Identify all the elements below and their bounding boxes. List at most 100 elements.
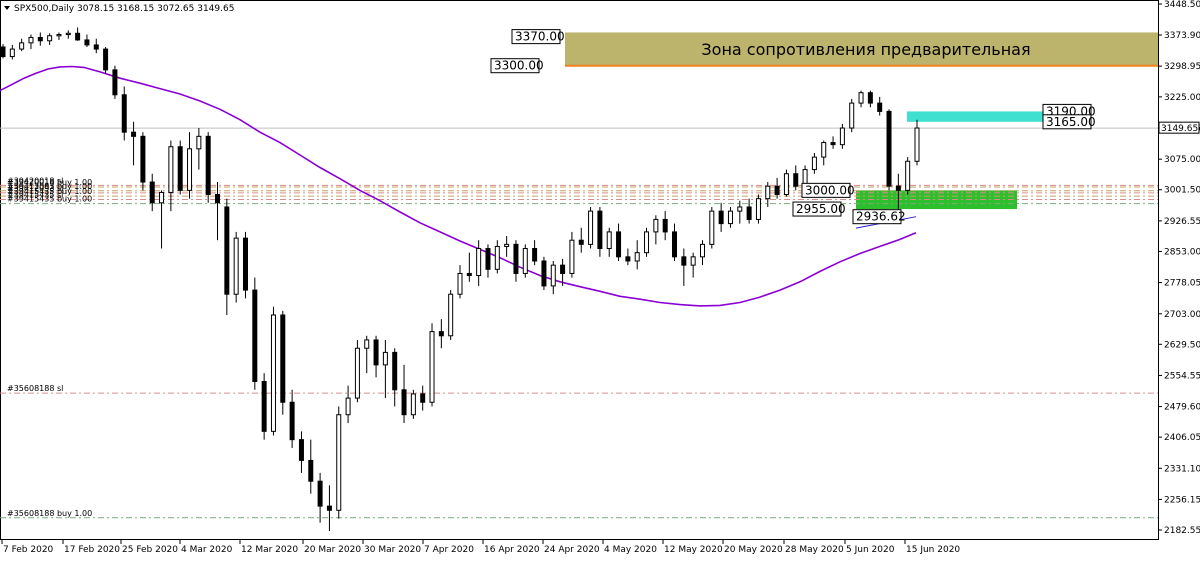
candle-body — [159, 191, 165, 204]
x-tick-label: 5 Jun 2020 — [846, 545, 895, 555]
candle — [270, 306, 276, 436]
candle — [298, 431, 304, 473]
candle — [196, 128, 202, 170]
candle — [849, 98, 855, 133]
candle-body — [345, 397, 351, 416]
candle — [830, 136, 836, 149]
svg-text:3149.65: 3149.65 — [1161, 124, 1198, 134]
candle-body — [438, 331, 444, 337]
y-tick-label: 2703.00 — [1164, 310, 1200, 320]
candle-body — [569, 239, 575, 274]
candle-body — [448, 293, 454, 337]
candle-body — [466, 272, 472, 277]
candle — [504, 236, 510, 257]
candle-body — [895, 185, 901, 191]
price-level-text: 2955.00 — [796, 202, 846, 216]
candle-body — [727, 210, 733, 225]
candle-body — [718, 210, 724, 225]
green-support-zone[interactable] — [856, 190, 1017, 210]
candle — [737, 200, 743, 224]
candle — [0, 44, 6, 59]
candle — [103, 47, 109, 75]
resistance-zone[interactable]: Зона сопротивления предварительная — [565, 32, 1158, 67]
candle-body — [597, 210, 603, 250]
candle-body — [93, 44, 99, 50]
candle — [131, 121, 137, 166]
candle — [75, 27, 81, 41]
candle — [877, 96, 883, 116]
candle-body — [37, 36, 43, 42]
candle-body — [196, 135, 202, 150]
price-level-box[interactable]: 2936.62 — [852, 209, 906, 225]
y-tick-label: 2182.55 — [1164, 526, 1200, 536]
candle-body — [821, 142, 827, 158]
candle — [112, 65, 118, 99]
candle-body — [401, 389, 407, 416]
candle-body — [793, 173, 799, 187]
candle — [242, 231, 248, 299]
x-tick-label: 7 Feb 2020 — [3, 545, 54, 555]
price-level-box[interactable]: 3370.00 — [511, 29, 565, 45]
cyan-target-zone[interactable] — [907, 111, 1043, 122]
candle — [466, 252, 472, 282]
order-line-label: #35608188 buy 1.00 — [7, 509, 92, 518]
candle-body — [783, 173, 789, 196]
candle — [709, 206, 715, 249]
price-level-box[interactable]: 3000.00 — [801, 182, 855, 198]
y-tick-label: 2479.60 — [1164, 403, 1200, 413]
candle-body — [653, 218, 659, 233]
candle-body — [755, 198, 761, 220]
candle-body — [336, 414, 342, 511]
candle-body — [588, 210, 594, 245]
candle — [634, 240, 640, 270]
x-tick-label: 17 Feb 2020 — [64, 545, 120, 555]
candle-body — [270, 314, 276, 432]
candle-body — [103, 48, 109, 71]
candle — [522, 244, 528, 278]
candle — [672, 223, 678, 261]
dropdown-triangle-icon[interactable] — [4, 6, 10, 10]
candle-body — [830, 142, 836, 146]
price-level-box[interactable]: 3300.00 — [490, 58, 544, 74]
candle — [56, 32, 62, 40]
candle-body — [140, 135, 146, 183]
candle — [457, 265, 463, 299]
current-price-tag: 3149.65 — [1158, 121, 1200, 134]
price-level-text: 3165.00 — [1046, 115, 1096, 129]
order-line-label: #39420018 buy 1.00 — [7, 178, 92, 187]
price-level-box[interactable]: 2955.00 — [792, 201, 846, 217]
candle-body — [867, 92, 873, 104]
candle-body — [373, 339, 379, 366]
candle — [382, 339, 388, 399]
order-line-label: #39415435 sl — [7, 190, 63, 199]
candle — [690, 252, 696, 278]
candle — [653, 215, 659, 245]
candle-body — [0, 46, 6, 58]
candle — [429, 323, 435, 407]
order-line-label: #35608188 sl — [7, 384, 63, 393]
candle-body — [224, 206, 230, 295]
candle — [774, 177, 780, 199]
candle-body — [672, 231, 678, 258]
candle — [783, 169, 789, 197]
candle-body — [699, 243, 705, 258]
price-level-box[interactable]: 3165.00 — [1042, 114, 1096, 130]
candle — [289, 389, 295, 448]
x-tick-label: 24 Apr 2020 — [544, 545, 600, 555]
candle — [93, 38, 99, 54]
candle-body — [280, 314, 286, 403]
y-tick-label: 3075.00 — [1164, 155, 1200, 165]
x-tick-label: 28 May 2020 — [785, 545, 844, 555]
candle — [345, 385, 351, 424]
candle — [839, 123, 845, 149]
candle — [560, 258, 566, 286]
candle — [28, 34, 34, 50]
candle-body — [905, 160, 911, 191]
candle-body — [326, 505, 332, 511]
candle — [821, 140, 827, 166]
candle-body — [252, 289, 258, 382]
order-lines: #39420018 sl#39420018 buy 1.00#39412093 … — [0, 176, 1158, 519]
y-tick-label: 3373.90 — [1164, 31, 1200, 41]
